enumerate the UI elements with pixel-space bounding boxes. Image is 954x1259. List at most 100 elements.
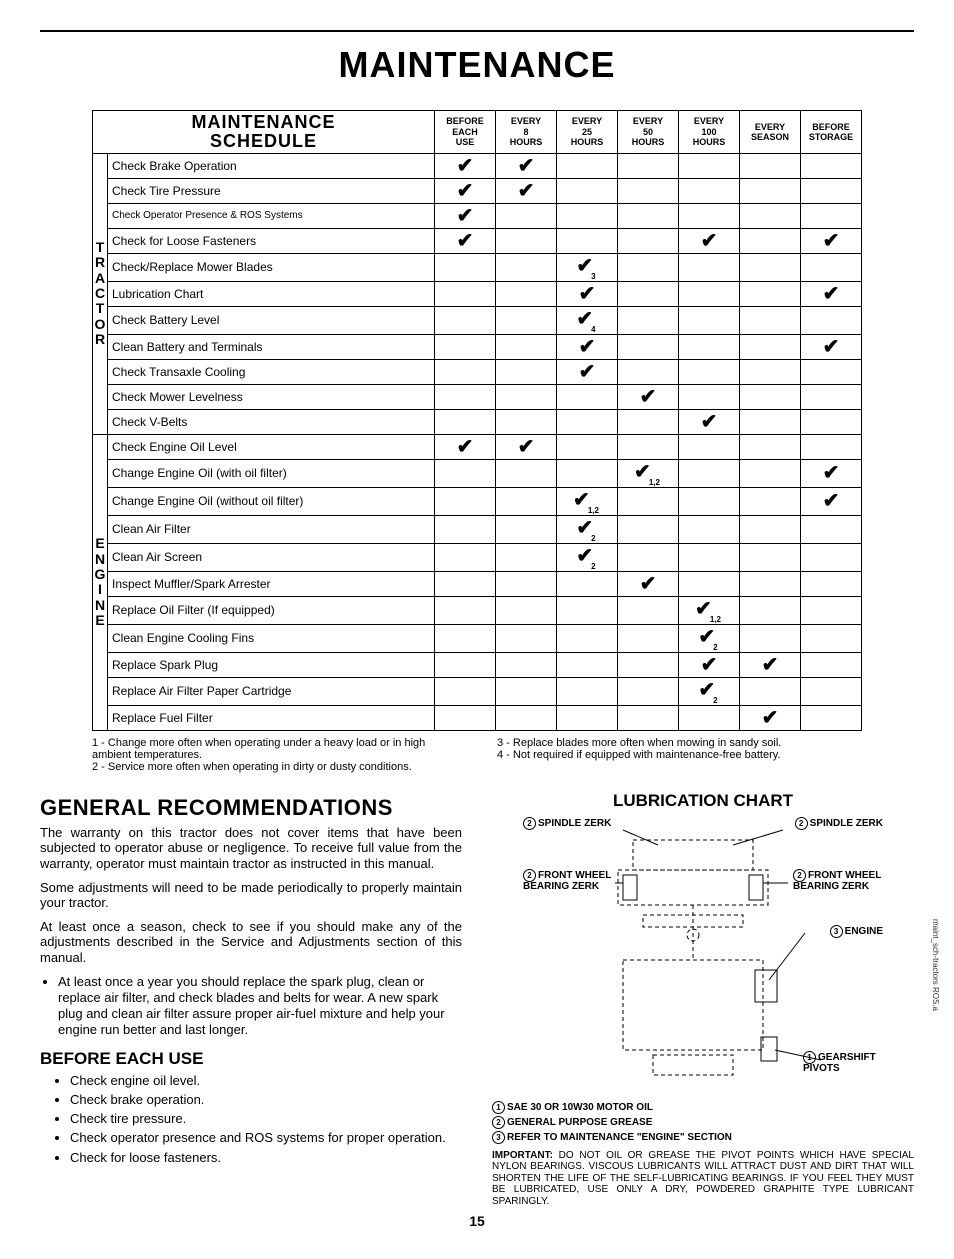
page-title: MAINTENANCE bbox=[40, 44, 914, 86]
schedule-cell bbox=[740, 384, 801, 409]
schedule-cell bbox=[496, 624, 557, 652]
row-label: Inspect Muffler/Spark Arrester bbox=[108, 571, 435, 596]
schedule-cell bbox=[618, 178, 679, 203]
schedule-cell bbox=[557, 228, 618, 253]
schedule-cell bbox=[679, 515, 740, 543]
schedule-cell: ✔4 bbox=[557, 306, 618, 334]
schedule-cell bbox=[618, 334, 679, 359]
schedule-cell bbox=[618, 253, 679, 281]
row-label: Check Brake Operation bbox=[108, 153, 435, 178]
schedule-cell bbox=[435, 384, 496, 409]
schedule-cell bbox=[618, 543, 679, 571]
footnote: 4 - Not required if equipped with mainte… bbox=[497, 749, 862, 761]
schedule-cell bbox=[679, 571, 740, 596]
schedule-cell: ✔2 bbox=[679, 624, 740, 652]
schedule-cell bbox=[801, 543, 862, 571]
row-label: Check Transaxle Cooling bbox=[108, 359, 435, 384]
schedule-cell bbox=[679, 253, 740, 281]
schedule-cell bbox=[740, 459, 801, 487]
schedule-cell bbox=[618, 705, 679, 730]
lub-label-gearshift: 1GEARSHIFT PIVOTS bbox=[803, 1051, 883, 1075]
before-use-item: Check brake operation. bbox=[70, 1092, 462, 1108]
schedule-cell bbox=[435, 571, 496, 596]
schedule-cell bbox=[801, 384, 862, 409]
schedule-cell bbox=[435, 515, 496, 543]
lubrication-diagram: 2SPINDLE ZERK 2SPINDLE ZERK 2FRONT WHEEL… bbox=[523, 815, 883, 1095]
schedule-cell bbox=[435, 596, 496, 624]
schedule-cell: ✔ bbox=[679, 228, 740, 253]
schedule-cell bbox=[618, 228, 679, 253]
schedule-cell bbox=[435, 281, 496, 306]
schedule-cell bbox=[679, 334, 740, 359]
schedule-cell bbox=[496, 652, 557, 677]
col-head-5: EVERYSEASON bbox=[740, 111, 801, 154]
schedule-cell bbox=[618, 624, 679, 652]
row-label: Check for Loose Fasteners bbox=[108, 228, 435, 253]
row-label: Replace Oil Filter (If equipped) bbox=[108, 596, 435, 624]
important-text: DO NOT OIL OR GREASE THE PIVOT POINTS WH… bbox=[492, 1150, 914, 1207]
schedule-cell bbox=[496, 459, 557, 487]
schedule-cell bbox=[801, 624, 862, 652]
schedule-cell bbox=[557, 153, 618, 178]
schedule-title-l2: SCHEDULE bbox=[210, 131, 317, 151]
schedule-cell bbox=[740, 515, 801, 543]
top-rule bbox=[40, 30, 914, 32]
gen-rec-bullet: At least once a year you should replace … bbox=[58, 974, 462, 1039]
schedule-cell: ✔ bbox=[801, 459, 862, 487]
schedule-cell bbox=[557, 677, 618, 705]
schedule-cell bbox=[435, 459, 496, 487]
gen-rec-p1: The warranty on this tractor does not co… bbox=[40, 825, 462, 872]
schedule-cell bbox=[801, 203, 862, 228]
schedule-cell bbox=[618, 596, 679, 624]
schedule-cell bbox=[435, 253, 496, 281]
schedule-cell bbox=[618, 487, 679, 515]
important-label: IMPORTANT: bbox=[492, 1150, 553, 1161]
schedule-cell: ✔1,2 bbox=[557, 487, 618, 515]
schedule-cell bbox=[801, 571, 862, 596]
schedule-cell: ✔ bbox=[557, 281, 618, 306]
schedule-cell: ✔ bbox=[801, 228, 862, 253]
schedule-cell bbox=[679, 306, 740, 334]
schedule-cell bbox=[496, 228, 557, 253]
schedule-cell bbox=[801, 178, 862, 203]
row-label: Clean Engine Cooling Fins bbox=[108, 624, 435, 652]
general-recommendations-heading: GENERAL RECOMMENDATIONS bbox=[40, 795, 462, 821]
schedule-cell bbox=[740, 153, 801, 178]
schedule-cell bbox=[557, 203, 618, 228]
row-label: Check Mower Levelness bbox=[108, 384, 435, 409]
lub-label-spindle-right: 2SPINDLE ZERK bbox=[795, 817, 883, 830]
footnote: 2 - Service more often when operating in… bbox=[92, 761, 457, 773]
row-label: Check Operator Presence & ROS Systems bbox=[108, 203, 435, 228]
col-head-4: EVERY100HOURS bbox=[679, 111, 740, 154]
schedule-cell bbox=[740, 203, 801, 228]
schedule-cell bbox=[435, 359, 496, 384]
schedule-cell bbox=[679, 153, 740, 178]
schedule-cell bbox=[557, 178, 618, 203]
col-head-2: EVERY25HOURS bbox=[557, 111, 618, 154]
schedule-cell bbox=[801, 153, 862, 178]
lub-label-spindle-left: 2SPINDLE ZERK bbox=[523, 817, 611, 830]
lub-key-3: 3REFER TO MAINTENANCE "ENGINE" SECTION bbox=[492, 1131, 914, 1144]
side-note: maint_sch-tractors ROS.a bbox=[931, 919, 940, 1011]
schedule-cell bbox=[496, 253, 557, 281]
schedule-cell: ✔ bbox=[618, 384, 679, 409]
schedule-cell bbox=[496, 543, 557, 571]
schedule-cell bbox=[740, 596, 801, 624]
lub-label-wheel-left: 2FRONT WHEEL BEARING ZERK bbox=[523, 869, 613, 893]
schedule-cell bbox=[801, 652, 862, 677]
schedule-cell bbox=[435, 652, 496, 677]
schedule-cell bbox=[801, 434, 862, 459]
schedule-cell: ✔ bbox=[435, 228, 496, 253]
schedule-cell bbox=[618, 281, 679, 306]
schedule-cell: ✔3 bbox=[557, 253, 618, 281]
schedule-cell bbox=[740, 253, 801, 281]
schedule-cell bbox=[618, 306, 679, 334]
row-label: Check/Replace Mower Blades bbox=[108, 253, 435, 281]
schedule-cell bbox=[740, 543, 801, 571]
row-label: Clean Air Filter bbox=[108, 515, 435, 543]
schedule-cell bbox=[740, 334, 801, 359]
schedule-cell bbox=[679, 281, 740, 306]
schedule-cell bbox=[618, 677, 679, 705]
row-label: Check V-Belts bbox=[108, 409, 435, 434]
schedule-cell: ✔ bbox=[618, 571, 679, 596]
